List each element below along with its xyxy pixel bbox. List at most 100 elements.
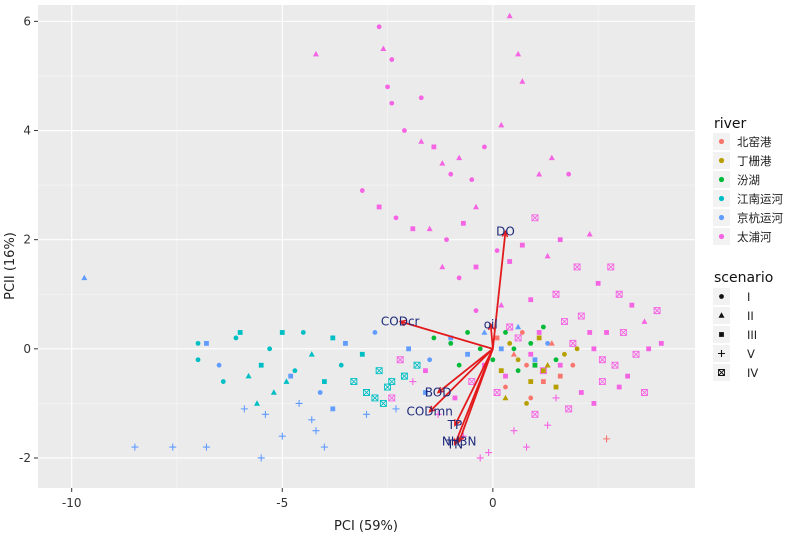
loading-arrow xyxy=(489,324,494,349)
x-tick-label: -10 xyxy=(62,496,82,510)
data-point xyxy=(350,378,358,386)
loading-label: TP xyxy=(447,418,463,432)
data-point xyxy=(261,410,269,418)
data-point xyxy=(371,394,379,402)
data-point xyxy=(503,330,508,335)
data-point xyxy=(376,24,382,30)
data-point xyxy=(448,335,454,341)
data-point xyxy=(544,421,552,429)
data-point xyxy=(220,379,226,384)
legend-river-swatch xyxy=(718,157,725,164)
data-points xyxy=(81,12,664,462)
data-point xyxy=(169,443,177,451)
data-point xyxy=(519,78,526,84)
data-point xyxy=(439,160,446,166)
data-point xyxy=(498,121,505,128)
loading-arrow xyxy=(437,348,494,394)
data-point xyxy=(330,335,336,341)
legend-river-label: 京杭运河 xyxy=(737,211,783,225)
data-point xyxy=(611,361,619,369)
data-point xyxy=(237,330,243,335)
data-point xyxy=(595,280,601,286)
data-point xyxy=(510,351,517,357)
x-tick-label: 0 xyxy=(489,496,497,510)
data-point xyxy=(456,154,463,161)
data-point xyxy=(586,231,593,237)
legend-scenario-label: I xyxy=(747,290,750,304)
x-axis-title: PCI (59%) xyxy=(334,519,398,534)
data-point xyxy=(570,362,576,368)
data-point xyxy=(465,351,470,357)
legend-river-swatch xyxy=(718,195,725,202)
y-tick-label: 0 xyxy=(23,342,31,356)
data-point xyxy=(202,443,210,451)
data-point xyxy=(288,373,294,379)
data-point xyxy=(528,351,534,357)
data-point xyxy=(254,400,260,406)
data-point xyxy=(560,318,568,325)
data-point xyxy=(514,334,522,342)
data-point xyxy=(540,379,546,384)
data-point xyxy=(515,368,521,374)
data-point xyxy=(515,323,522,330)
loading-label: CODcr xyxy=(381,315,420,329)
data-point xyxy=(434,410,442,418)
legend-scenario-label: V xyxy=(747,347,755,361)
legend-river-label: 汾湖 xyxy=(737,173,760,187)
data-point xyxy=(204,340,209,346)
legend-river-label: 江南运河 xyxy=(737,192,783,206)
data-point xyxy=(591,401,597,406)
data-point xyxy=(515,50,522,57)
data-point xyxy=(515,357,521,363)
loading-label: TN xyxy=(446,437,463,451)
data-point xyxy=(577,312,585,320)
data-point xyxy=(498,301,505,308)
data-point xyxy=(494,335,500,341)
data-point xyxy=(384,383,392,391)
data-point xyxy=(616,384,622,390)
data-point xyxy=(603,435,611,443)
data-point xyxy=(536,335,542,341)
data-point xyxy=(528,340,534,346)
data-point xyxy=(507,259,513,264)
data-point xyxy=(216,362,222,368)
data-point xyxy=(308,416,316,424)
data-point xyxy=(490,357,496,363)
data-point xyxy=(418,138,425,144)
data-point xyxy=(511,346,517,352)
data-point xyxy=(548,154,555,161)
data-point xyxy=(448,340,454,346)
data-point xyxy=(625,373,631,379)
grid-lines xyxy=(38,5,695,488)
data-point xyxy=(267,346,273,352)
data-point xyxy=(591,346,597,352)
data-point xyxy=(396,356,404,364)
data-point xyxy=(473,308,479,314)
data-point xyxy=(519,330,525,335)
data-point xyxy=(363,410,370,418)
data-point xyxy=(524,362,529,368)
data-point xyxy=(473,203,479,210)
data-point xyxy=(460,220,466,226)
legend-scenario-label: III xyxy=(747,328,757,342)
data-point xyxy=(658,340,664,346)
data-point xyxy=(552,290,560,298)
legend-scenario-swatch xyxy=(718,369,725,376)
data-point xyxy=(545,340,550,346)
data-point xyxy=(573,263,581,271)
legend-scenario-swatch xyxy=(719,332,724,337)
loading-arrow xyxy=(491,231,507,349)
data-point xyxy=(418,95,424,101)
data-point xyxy=(258,362,264,368)
data-point xyxy=(473,264,479,270)
data-point xyxy=(503,373,508,379)
data-point xyxy=(392,405,400,413)
data-point xyxy=(456,362,462,368)
loading-label: CODmn xyxy=(406,405,452,419)
data-point xyxy=(388,394,396,402)
data-point xyxy=(510,427,518,435)
data-point xyxy=(498,346,504,352)
data-point xyxy=(431,144,437,150)
data-point xyxy=(379,399,387,407)
